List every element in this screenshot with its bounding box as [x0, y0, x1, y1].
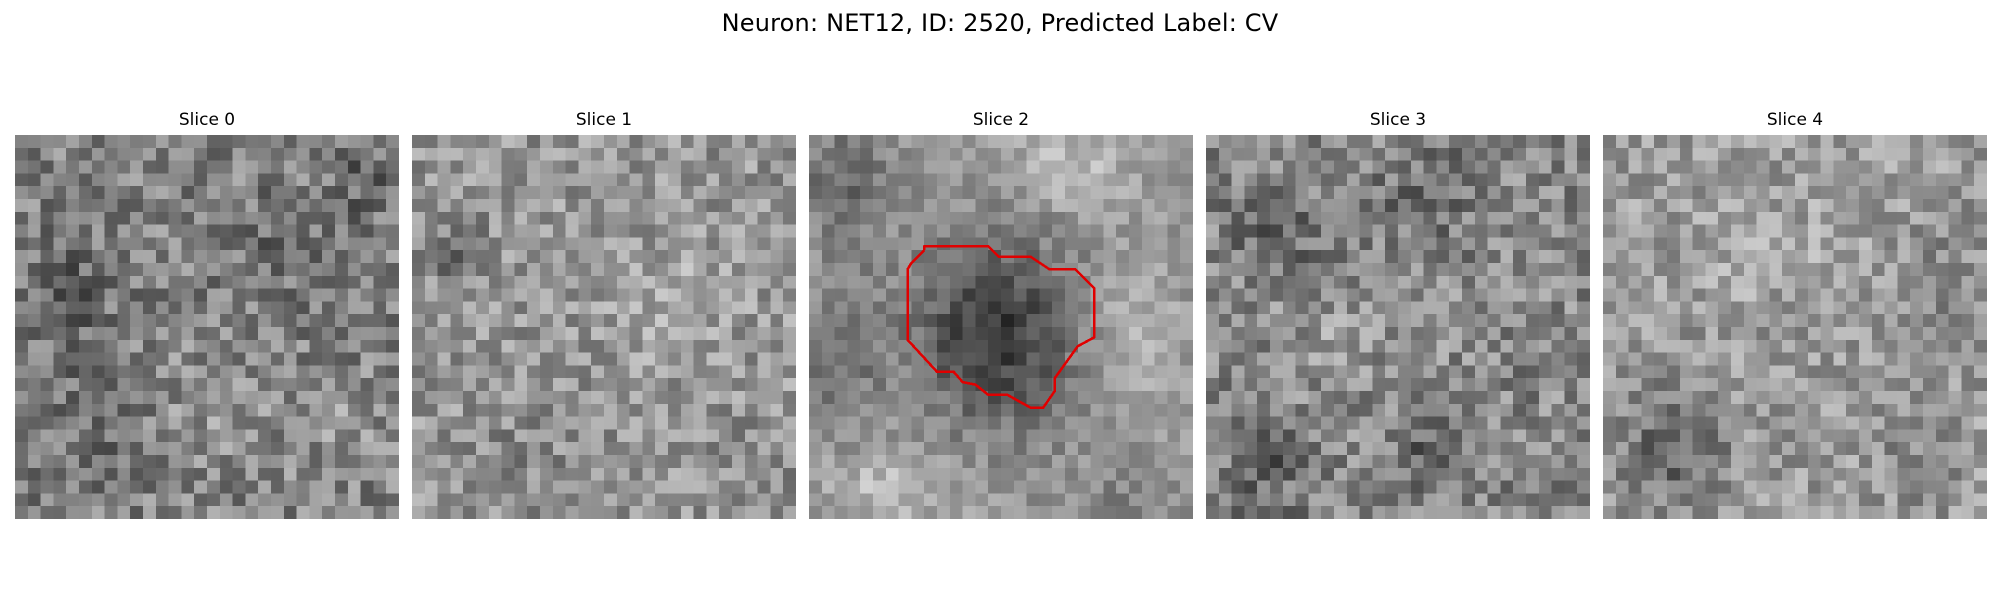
slice-title-4: Slice 4	[1766, 110, 1824, 130]
slice-image-1	[412, 135, 796, 519]
slice-image-3	[1206, 135, 1590, 519]
slice-title-1: Slice 1	[575, 110, 633, 130]
slice-panel-2: Slice 2	[809, 108, 1193, 528]
slice-title-0: Slice 0	[178, 110, 236, 130]
slice-image-4	[1603, 135, 1987, 519]
slice-panel-4: Slice 4	[1603, 108, 1987, 528]
slice-image-2	[809, 135, 1193, 519]
roi-outline	[906, 245, 1096, 409]
figure-title: Neuron: NET12, ID: 2520, Predicted Label…	[721, 9, 1279, 37]
slice-image-0	[15, 135, 399, 519]
slice-panel-0: Slice 0	[15, 108, 399, 528]
slice-title-3: Slice 3	[1369, 110, 1427, 130]
slice-panel-1: Slice 1	[412, 108, 796, 528]
slice-panel-3: Slice 3	[1206, 108, 1590, 528]
slice-title-2: Slice 2	[972, 110, 1030, 130]
